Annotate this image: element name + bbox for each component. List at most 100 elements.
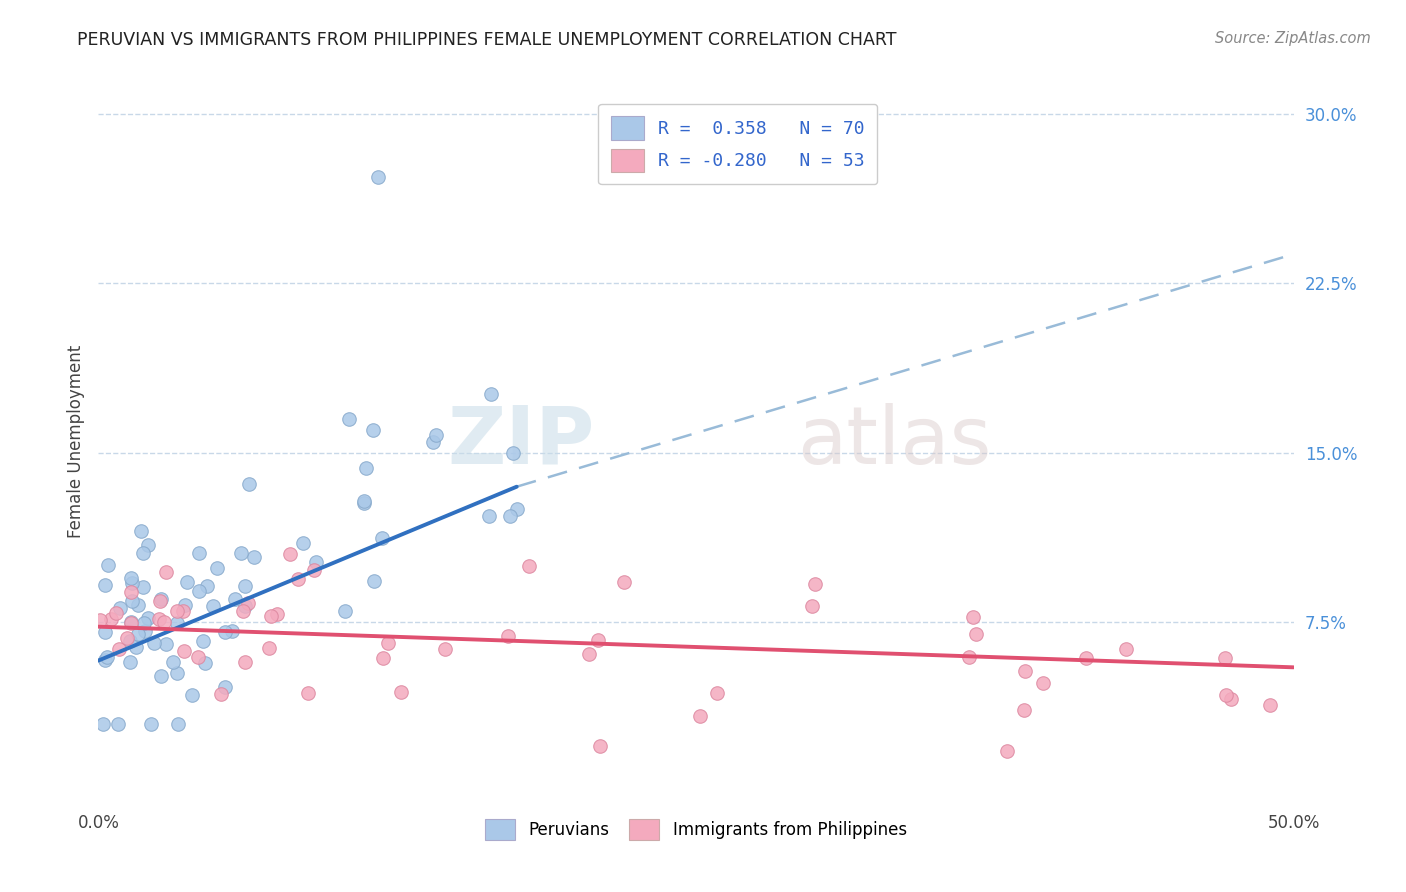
Point: [224, 592, 246, 607]
Point: [363, 423, 385, 437]
Point: [434, 642, 457, 657]
Point: [1215, 688, 1237, 702]
Point: [238, 477, 260, 491]
Point: [134, 615, 156, 630]
Point: [377, 636, 399, 650]
Point: [94, 578, 117, 592]
Point: [162, 655, 184, 669]
Point: [233, 655, 256, 669]
Point: [173, 598, 195, 612]
Point: [965, 627, 987, 641]
Point: [589, 739, 612, 754]
Point: [962, 610, 984, 624]
Point: [578, 647, 600, 661]
Point: [91, 716, 114, 731]
Point: [353, 493, 375, 508]
Point: [100, 612, 122, 626]
Point: [354, 460, 377, 475]
Point: [104, 606, 127, 620]
Point: [120, 655, 142, 669]
Point: [266, 607, 288, 621]
Point: [120, 571, 142, 585]
Point: [238, 596, 260, 610]
Point: [139, 716, 162, 731]
Point: [188, 546, 211, 560]
Point: [498, 629, 520, 643]
Point: [801, 599, 824, 614]
Point: [120, 584, 142, 599]
Point: [110, 600, 132, 615]
Point: [89, 613, 111, 627]
Point: [191, 633, 214, 648]
Point: [689, 709, 711, 723]
Point: [233, 579, 256, 593]
Point: [257, 640, 280, 655]
Point: [214, 680, 236, 694]
Point: [260, 609, 283, 624]
Point: [107, 716, 129, 731]
Point: [117, 631, 139, 645]
Point: [209, 687, 232, 701]
Point: [1213, 651, 1236, 665]
Point: [214, 625, 236, 640]
Point: [194, 656, 217, 670]
Point: [108, 641, 131, 656]
Point: [425, 428, 447, 442]
Point: [127, 598, 149, 612]
Point: [94, 652, 117, 666]
Point: [389, 685, 412, 699]
Point: [588, 633, 610, 648]
Point: [517, 558, 540, 573]
Point: [481, 387, 503, 401]
Point: [148, 612, 170, 626]
Point: [478, 508, 501, 523]
Point: [155, 637, 177, 651]
Point: [278, 548, 301, 562]
Point: [143, 635, 166, 649]
Point: [242, 549, 264, 564]
Y-axis label: Female Unemployment: Female Unemployment: [66, 345, 84, 538]
Point: [166, 604, 188, 618]
Point: [166, 615, 188, 630]
Point: [125, 640, 148, 654]
Point: [1219, 692, 1241, 706]
Point: [205, 561, 228, 575]
Point: [995, 744, 1018, 758]
Text: atlas: atlas: [797, 402, 991, 481]
Point: [149, 669, 172, 683]
Point: [292, 536, 315, 550]
Point: [422, 434, 444, 449]
Point: [187, 650, 209, 665]
Point: [229, 546, 252, 560]
Point: [232, 604, 254, 618]
Point: [1012, 703, 1035, 717]
Point: [149, 594, 172, 608]
Point: [136, 538, 159, 552]
Point: [1115, 641, 1137, 656]
Point: [305, 555, 328, 569]
Point: [129, 524, 152, 538]
Point: [302, 563, 325, 577]
Point: [804, 576, 827, 591]
Point: [1014, 664, 1036, 678]
Point: [1074, 650, 1097, 665]
Point: [155, 565, 177, 579]
Point: [373, 651, 395, 665]
Point: [363, 574, 385, 589]
Point: [94, 624, 117, 639]
Point: [613, 574, 636, 589]
Point: [120, 616, 142, 631]
Point: [188, 584, 211, 599]
Point: [221, 624, 243, 639]
Point: [132, 580, 155, 594]
Point: [706, 685, 728, 699]
Point: [121, 594, 143, 608]
Point: [127, 627, 149, 641]
Point: [166, 666, 188, 681]
Point: [287, 572, 309, 586]
Point: [1258, 698, 1281, 713]
Point: [370, 531, 392, 545]
Point: [181, 688, 204, 702]
Point: [957, 650, 980, 665]
Point: [1031, 676, 1053, 690]
